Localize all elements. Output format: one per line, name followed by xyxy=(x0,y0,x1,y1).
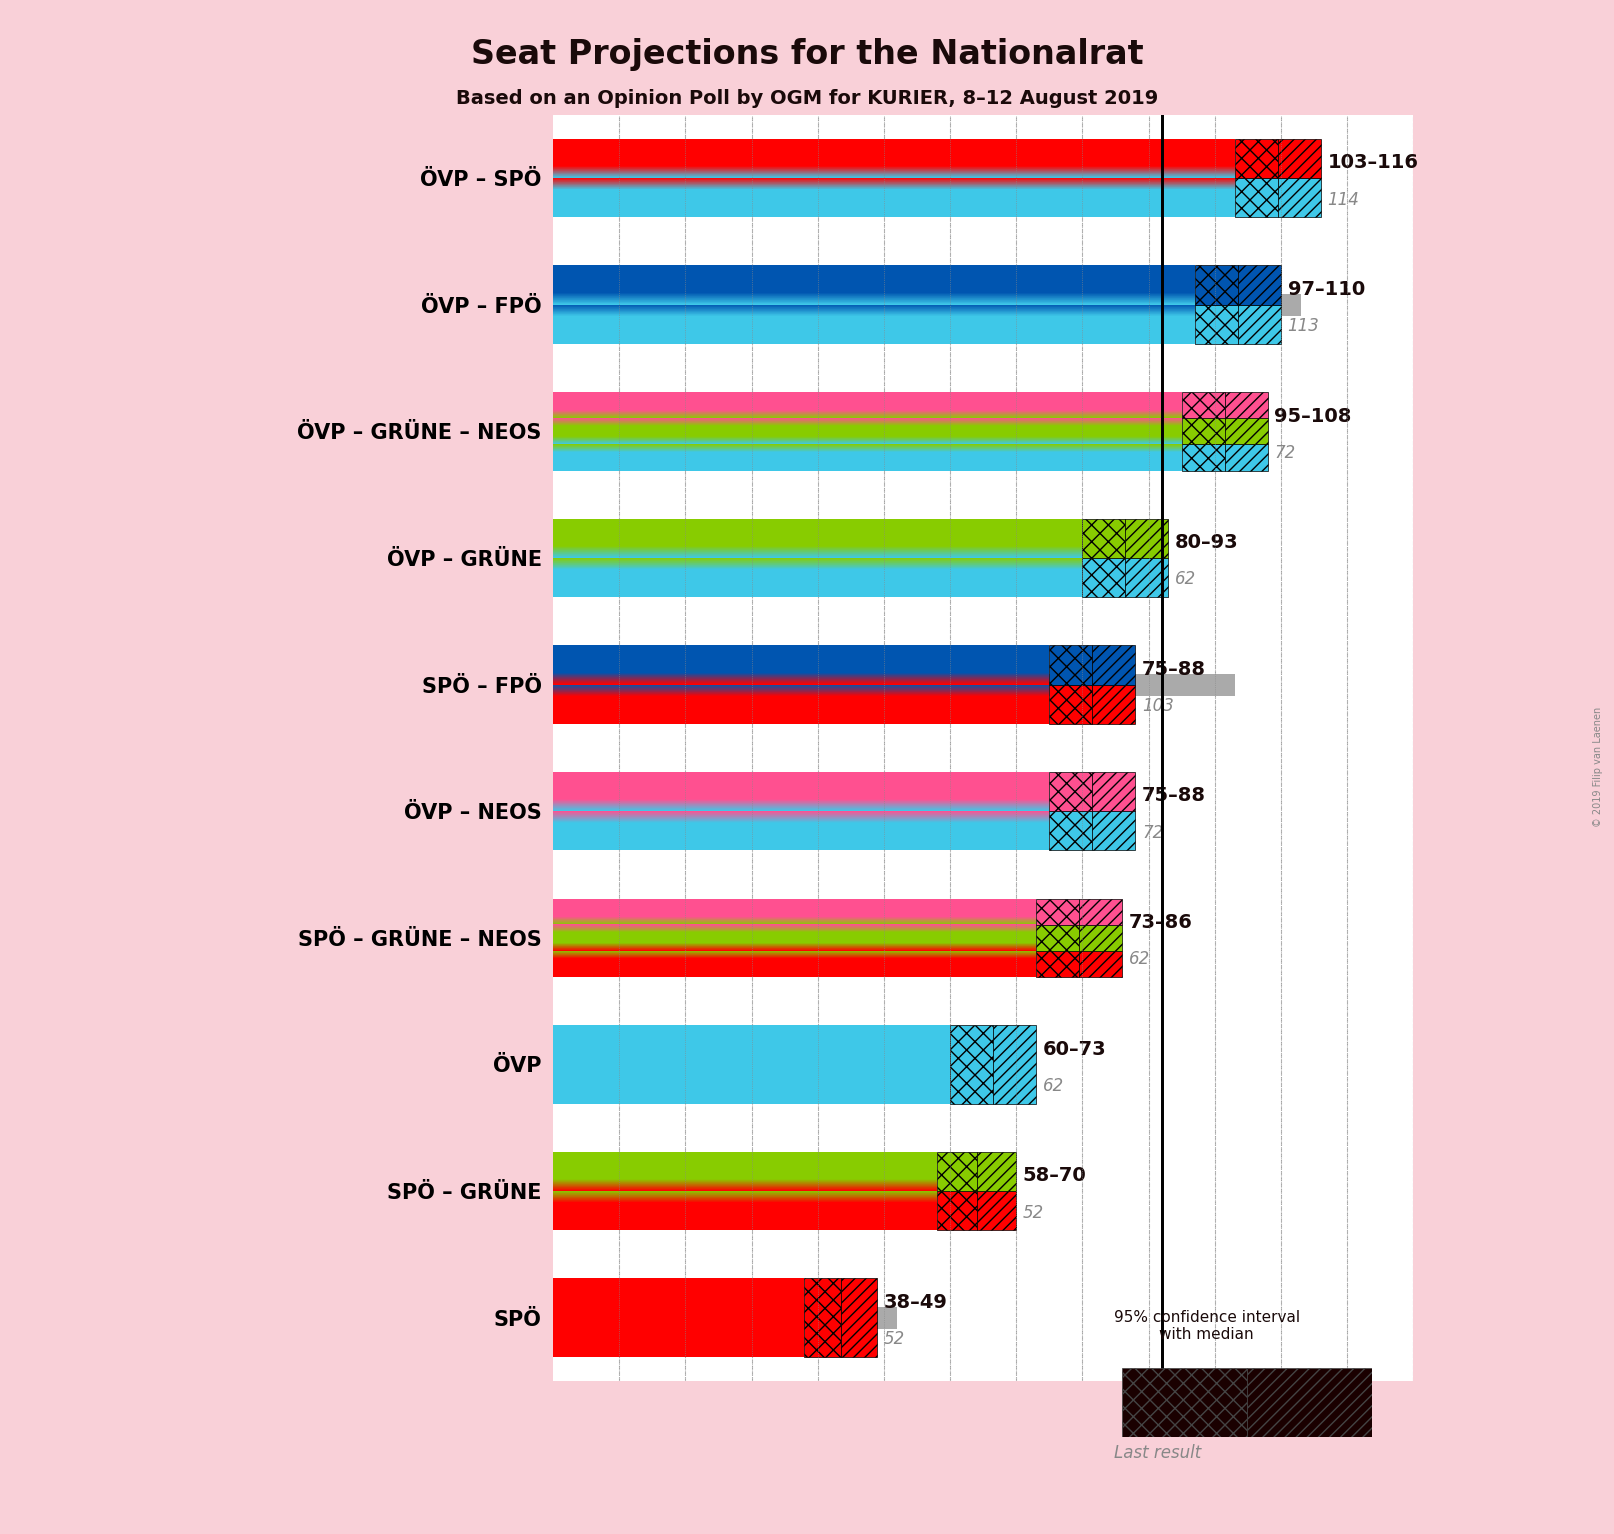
Bar xyxy=(554,927,964,948)
Text: 73–86: 73–86 xyxy=(1128,913,1193,933)
Text: 62: 62 xyxy=(1175,571,1196,589)
Bar xyxy=(554,673,1235,695)
Bar xyxy=(1278,178,1320,218)
Bar xyxy=(976,1152,1017,1190)
Bar xyxy=(554,167,1307,189)
Bar xyxy=(976,1190,1017,1230)
Text: Based on an Opinion Poll by OGM for KURIER, 8–12 August 2019: Based on an Opinion Poll by OGM for KURI… xyxy=(455,89,1159,107)
Text: 62: 62 xyxy=(1128,950,1151,968)
Bar xyxy=(1083,558,1125,597)
Bar xyxy=(1080,899,1122,925)
Bar xyxy=(1238,265,1282,305)
Bar xyxy=(1225,445,1267,471)
Text: 75–88: 75–88 xyxy=(1143,660,1206,680)
Bar xyxy=(951,1025,993,1103)
Bar xyxy=(1036,951,1080,977)
Text: 113: 113 xyxy=(1288,318,1320,334)
Bar xyxy=(804,1278,841,1358)
Text: 80–93: 80–93 xyxy=(1175,534,1238,552)
Bar xyxy=(1049,684,1093,724)
Text: 72: 72 xyxy=(1143,824,1164,842)
Text: 75–88: 75–88 xyxy=(1143,787,1206,805)
Bar xyxy=(554,420,1030,442)
Bar xyxy=(1093,772,1135,811)
Bar xyxy=(1080,951,1122,977)
Bar xyxy=(1049,772,1093,811)
Bar xyxy=(1225,393,1267,419)
Bar xyxy=(1125,518,1169,558)
Text: 103: 103 xyxy=(1143,696,1173,715)
Bar xyxy=(554,1180,897,1203)
Text: 60–73: 60–73 xyxy=(1043,1040,1106,1058)
Bar xyxy=(1194,265,1238,305)
Bar xyxy=(936,1152,976,1190)
Bar xyxy=(1235,138,1278,178)
Text: 52: 52 xyxy=(884,1330,905,1348)
Bar xyxy=(1093,646,1135,684)
Text: 103–116: 103–116 xyxy=(1327,153,1419,172)
Bar xyxy=(1278,138,1320,178)
Bar xyxy=(554,548,964,569)
Bar xyxy=(1181,445,1225,471)
Bar xyxy=(554,801,1030,822)
Bar xyxy=(1225,419,1267,445)
Bar xyxy=(1238,305,1282,344)
Text: 72: 72 xyxy=(1275,443,1296,462)
Bar xyxy=(554,293,1301,316)
Text: 95% confidence interval
with median: 95% confidence interval with median xyxy=(1114,1310,1299,1342)
Bar xyxy=(1248,1368,1372,1437)
Bar xyxy=(936,1190,976,1230)
Text: 38–49: 38–49 xyxy=(884,1293,947,1312)
Text: Last result: Last result xyxy=(1114,1443,1201,1462)
Bar xyxy=(1181,419,1225,445)
Text: 95–108: 95–108 xyxy=(1275,407,1353,425)
Bar xyxy=(1093,684,1135,724)
Bar xyxy=(1122,1368,1248,1437)
Bar xyxy=(1093,811,1135,850)
Bar xyxy=(1036,899,1080,925)
Bar xyxy=(1083,518,1125,558)
Bar xyxy=(1125,558,1169,597)
Text: 58–70: 58–70 xyxy=(1023,1166,1086,1186)
Text: 114: 114 xyxy=(1327,190,1359,209)
Bar xyxy=(1194,305,1238,344)
Bar xyxy=(1049,646,1093,684)
Text: © 2019 Filip van Laenen: © 2019 Filip van Laenen xyxy=(1593,707,1603,827)
Text: 52: 52 xyxy=(1023,1204,1044,1221)
Bar xyxy=(554,1307,897,1328)
Text: 97–110: 97–110 xyxy=(1288,279,1365,299)
Bar xyxy=(1080,925,1122,951)
Bar xyxy=(1181,393,1225,419)
Bar xyxy=(554,1054,964,1075)
Text: 62: 62 xyxy=(1043,1077,1064,1095)
Bar xyxy=(1049,811,1093,850)
Bar xyxy=(1235,178,1278,218)
Bar xyxy=(841,1278,878,1358)
Bar xyxy=(1036,925,1080,951)
Bar xyxy=(993,1025,1036,1103)
Text: Seat Projections for the Nationalrat: Seat Projections for the Nationalrat xyxy=(471,38,1143,72)
